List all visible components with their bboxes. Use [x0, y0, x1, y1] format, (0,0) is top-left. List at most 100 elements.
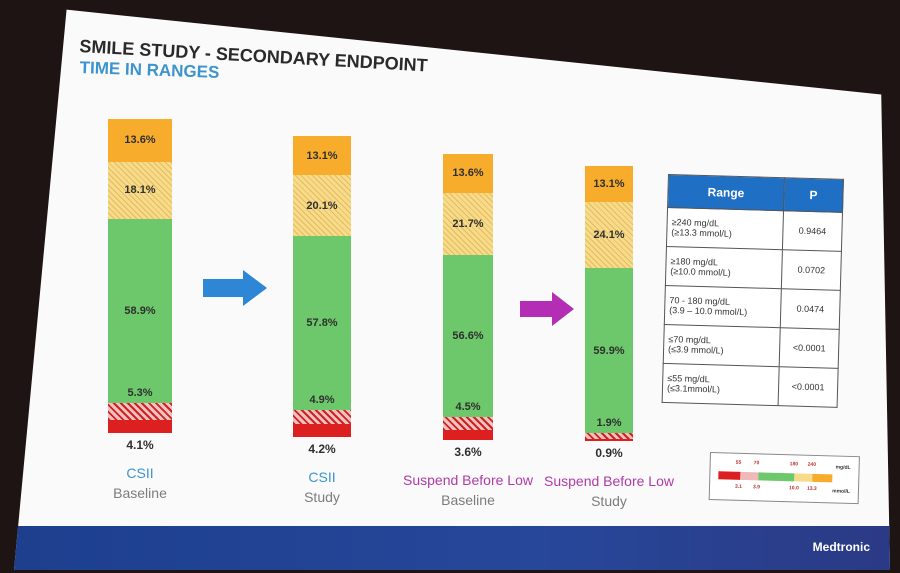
- bar-column-2: [293, 136, 351, 437]
- bar-segment-in-range: [443, 254, 493, 417]
- category-label-group: CSII: [126, 465, 154, 481]
- segment-label-low: 4.5%: [455, 400, 481, 413]
- bar-column-1: [108, 119, 172, 433]
- category-label: CSII Baseline: [113, 463, 167, 503]
- bar-segment-very-low: [108, 420, 172, 433]
- legend-mgdl-value: 70: [753, 460, 760, 467]
- bar-segment-very-high: [585, 166, 633, 203]
- bar-segment-very-low: [585, 438, 633, 441]
- table-row: 70 - 180 mg/dL (3.9 – 10.0 mmol/L) 0.0474: [664, 285, 841, 330]
- p-value-table: Range P ≥240 mg/dL (≥13.3 mmol/L) 0.9464 ≥1…: [661, 174, 844, 408]
- legend-swatch: [740, 471, 759, 481]
- p-value-cell: 0.0702: [781, 249, 842, 291]
- category-label-group: Suspend Before Low: [403, 472, 533, 488]
- category-label: Suspend Before Low Study: [544, 471, 674, 511]
- segment-label-in-range: 57.8%: [306, 316, 338, 329]
- arrow-right-purple-icon: [520, 292, 574, 326]
- brand-logo-text: Medtronic: [812, 540, 870, 554]
- category-label-group: Suspend Before Low: [544, 473, 674, 489]
- category-label-group: CSII: [308, 469, 336, 485]
- p-value-cell: 0.0474: [780, 288, 841, 330]
- range-cell: ≥180 mg/dL (≥10.0 mmol/L): [665, 246, 783, 289]
- p-value-cell: <0.0001: [779, 327, 840, 369]
- category-label-phase: Study: [304, 489, 340, 505]
- range-cell: ≤55 mg/dL (≤3.1mmol/L): [662, 363, 780, 406]
- range-text: (≥10.0 mmol/L): [670, 266, 731, 278]
- legend-swatch: [718, 471, 741, 480]
- p-value-cell: 0.9464: [782, 210, 843, 252]
- range-text: (3.9 – 10.0 mmol/L): [669, 305, 748, 318]
- range-text: (≤3.1mmol/L): [666, 383, 721, 395]
- legend-mgdl-value: 55: [735, 459, 742, 466]
- bar-column-3: [443, 154, 493, 440]
- legend-swatch: [812, 473, 833, 483]
- category-label: Suspend Before Low Baseline: [403, 470, 533, 510]
- glucose-range-legend: 55 3.1 70 3.9 180 10.0 240 13.3 mg/dL mmol/L: [708, 452, 860, 505]
- segment-label-very-high: 13.1%: [306, 149, 338, 162]
- range-cell: ≤70 mg/dL (≤3.9 mmol/L): [663, 324, 781, 367]
- segment-label-high: 20.1%: [306, 199, 338, 212]
- bar-segment-very-low: [293, 424, 351, 437]
- range-text: (≥13.3 mmol/L): [671, 227, 732, 239]
- segment-label-very-high: 13.1%: [593, 178, 625, 191]
- bar-segment-high: [108, 161, 172, 219]
- bar-segment-in-range: [108, 218, 172, 404]
- category-label-phase: Baseline: [441, 492, 495, 508]
- legend-mgdl-value: 240: [807, 461, 817, 468]
- bar-segment-low: [585, 433, 633, 439]
- bar-segment-in-range: [293, 235, 351, 410]
- arrow-right-blue-icon: [203, 270, 267, 306]
- bar-segment-very-high: [108, 119, 172, 162]
- segment-label-in-range: 59.9%: [593, 344, 625, 357]
- bar-segment-very-high: [293, 136, 351, 176]
- legend-mgdl-value: 180: [789, 461, 799, 468]
- legend-swatch: [758, 472, 795, 482]
- segment-label-high: 18.1%: [124, 184, 156, 197]
- range-cell: 70 - 180 mg/dL (3.9 – 10.0 mmol/L): [664, 285, 782, 328]
- table-header-p: P: [783, 177, 844, 213]
- bar-segment-very-low: [443, 429, 493, 440]
- table-row: ≤70 mg/dL (≤3.9 mmol/L) <0.0001: [663, 324, 840, 369]
- table-row: ≥240 mg/dL (≥13.3 mmol/L) 0.9464: [666, 207, 843, 252]
- segment-label-very-high: 13.6%: [124, 134, 156, 147]
- segment-label-very-low: 4.2%: [308, 442, 336, 456]
- segment-label-very-low: 0.9%: [595, 446, 623, 460]
- bar-segment-high: [293, 175, 351, 236]
- legend-mmol-value: 10.0: [788, 485, 799, 492]
- table-row: ≥180 mg/dL (≥10.0 mmol/L) 0.0702: [665, 246, 842, 291]
- segment-label-very-low: 4.1%: [126, 438, 154, 452]
- legend-mmol-value: 3.9: [752, 484, 761, 491]
- bar-column-4: [585, 166, 633, 441]
- segment-label-high: 24.1%: [593, 229, 625, 242]
- table-header-range: Range: [667, 174, 785, 211]
- range-text: (≤3.9 mmol/L): [667, 344, 724, 356]
- segment-label-low: 1.9%: [596, 417, 622, 430]
- segment-label-high: 21.7%: [452, 217, 484, 230]
- legend-mmol-value: 13.3: [806, 485, 817, 492]
- table-row: ≤55 mg/dL (≤3.1mmol/L) <0.0001: [662, 363, 839, 408]
- bar-segment-low: [443, 416, 493, 430]
- bar-segment-very-high: [443, 154, 493, 193]
- bar-segment-high: [585, 202, 633, 269]
- bar-segment-high: [443, 192, 493, 255]
- bar-segment-in-range: [585, 268, 633, 434]
- bar-segment-low: [293, 409, 351, 425]
- segment-label-low: 4.9%: [309, 393, 335, 406]
- legend-mmol-value: 3.1: [734, 483, 743, 490]
- footer-band: Medtronic: [14, 526, 890, 570]
- legend-unit-mgdl: mg/dL: [835, 464, 851, 471]
- bar-segment-low: [108, 403, 172, 421]
- segment-label-very-low: 3.6%: [454, 445, 482, 459]
- category-label: CSII Study: [304, 467, 340, 507]
- legend-swatch: [794, 473, 813, 482]
- segment-label-in-range: 58.9%: [124, 305, 156, 317]
- p-value-cell: <0.0001: [778, 366, 839, 408]
- segment-label-in-range: 56.6%: [452, 329, 484, 342]
- segment-label-very-high: 13.6%: [452, 167, 484, 180]
- range-cell: ≥240 mg/dL (≥13.3 mmol/L): [666, 207, 784, 250]
- category-label-phase: Baseline: [113, 485, 167, 501]
- category-label-phase: Study: [591, 493, 627, 509]
- legend-unit-mmol: mmol/L: [832, 488, 851, 495]
- segment-label-low: 5.3%: [127, 387, 153, 400]
